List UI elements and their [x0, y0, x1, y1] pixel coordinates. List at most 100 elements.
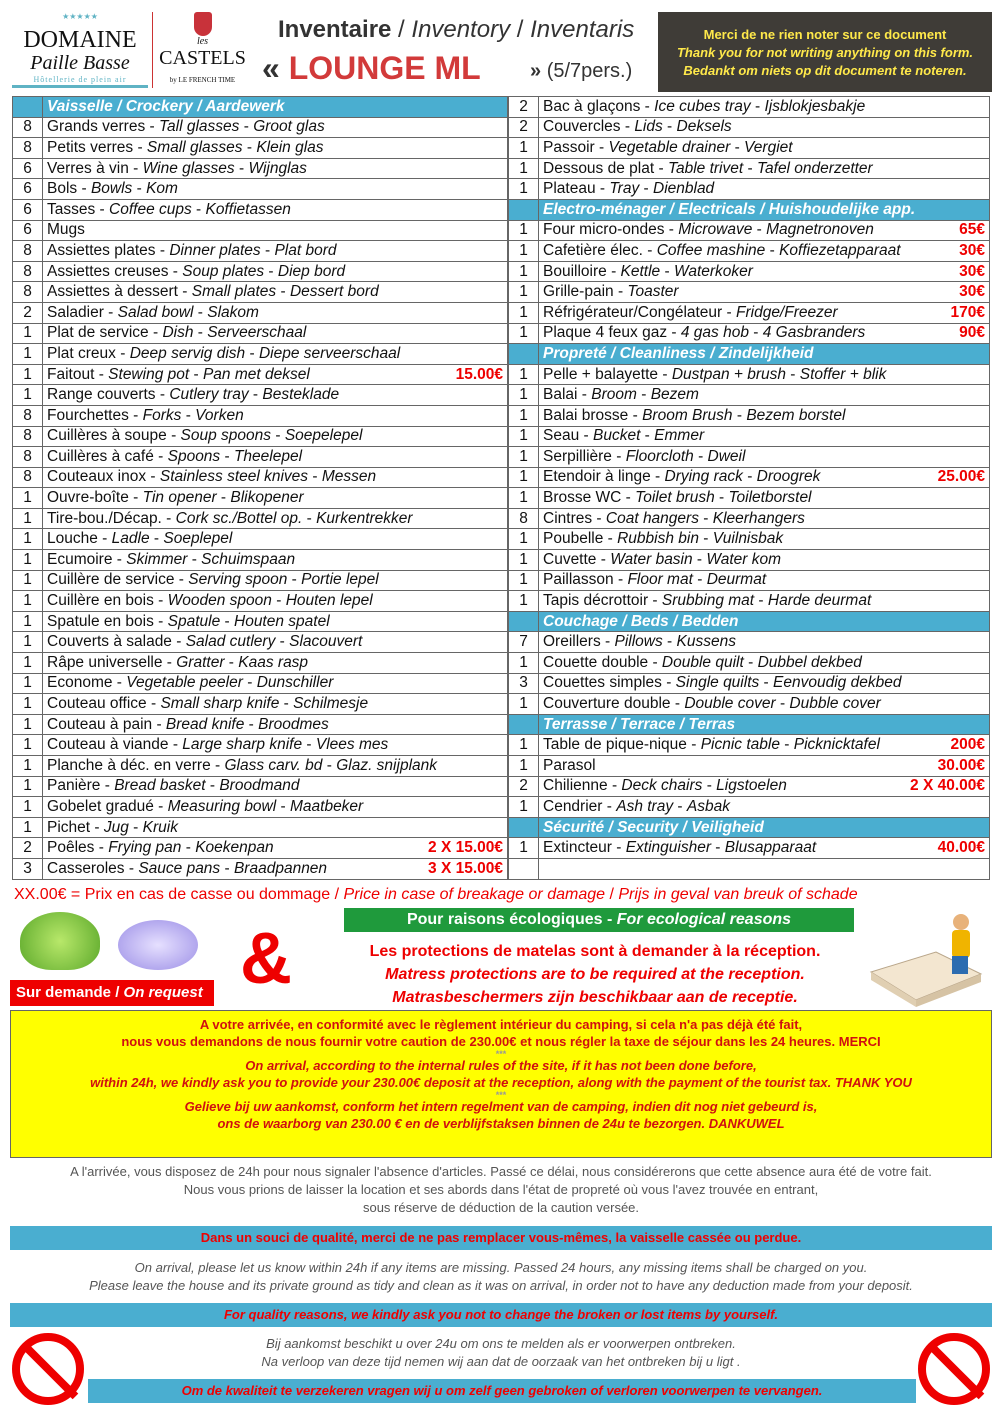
item-name-en: Measuring bowl [167, 797, 277, 815]
section-title: Electro-ménager / Electricals / Huishoud… [538, 198, 990, 221]
item-name-en: Double quilt [661, 653, 744, 671]
item-name-nl: Slakom [207, 303, 259, 321]
quantity: 1 [12, 631, 43, 654]
quantity: 1 [508, 549, 539, 571]
deposit-fr-line1: A votre arrivée, en conformité avec le r… [199, 1017, 803, 1032]
item-description: Couteau office - Small sharp knife - Sch… [42, 693, 508, 715]
item-description: Planche à déc. en verre - Glass carv. bd… [42, 755, 508, 777]
item-name-fr: Couette double [543, 653, 649, 671]
item-name-en: Broom [591, 386, 637, 404]
quantity: 1 [508, 157, 539, 180]
item-name-fr: Tasses [47, 200, 96, 218]
quantity: 1 [12, 734, 43, 756]
item-name-en: Single quilts [675, 674, 760, 692]
item-description: Couette double - Double quilt - Dubbel d… [538, 652, 990, 674]
table-row: 1 Ecumoire - Skimmer - Schuimspaan [12, 549, 508, 571]
item-name-fr: Ouvre-boîte [47, 489, 129, 507]
item-name-fr: Verres à vin [47, 159, 129, 177]
item-description: Table de pique-nique - Picnic table - Pi… [538, 734, 990, 756]
item-name-en: Dish [162, 324, 194, 342]
quantity: 6 [12, 219, 43, 242]
item-name-en: Small sharp knife [160, 695, 280, 713]
quantity: 1 [508, 301, 539, 324]
item-name-en: Glass carv. bd [224, 756, 323, 774]
item-name-fr: Chilienne [543, 777, 608, 795]
item-name-nl: Diep bord [277, 262, 346, 280]
table-row: 1 Spatule en bois - Spatule - Houten spat… [12, 610, 508, 633]
quantity: 1 [12, 610, 43, 633]
section-header-row: Terrasse / Terrace / Terras [508, 713, 990, 736]
item-name-fr: Seau [543, 427, 580, 445]
table-row: 2 Chilienne - Deck chairs - Ligstoelen 2 X… [508, 775, 990, 798]
item-name-en: Pillows [614, 633, 663, 651]
info-fr-line1: A l'arrivée, vous disposez de 24h pour n… [70, 1164, 932, 1179]
item-description: Poubelle - Rubbish bin - Vuilnisbak [538, 528, 990, 551]
item-description: Couteau à viande - Large sharp knife - V… [42, 734, 508, 756]
item-name-en: Lids [634, 118, 663, 136]
table-row: 1 Plateau - Tray - Dienblad [508, 178, 990, 200]
notice-en: Thank you for not writing anything on th… [676, 45, 974, 60]
quantity: 8 [12, 137, 43, 159]
item-description: Cuillères à café - Spoons - Theelepel [42, 446, 508, 468]
no-smoking-icon [918, 1333, 990, 1405]
section-spacer [508, 816, 539, 839]
page-title: Inventaire / Inventory / Inventaris [278, 16, 635, 43]
item-name-en: Stainless steel knives [159, 468, 309, 486]
info-fr-line3: sous réserve de déduction de la caution … [362, 1200, 640, 1215]
item-name-fr: Couteau office [47, 695, 147, 713]
item-description: Extincteur - Extinguisher - Blusapparaat… [538, 837, 990, 859]
quantity: 1 [508, 384, 539, 406]
section-spacer [508, 713, 539, 736]
item-name-en: Dustpan + brush [671, 365, 786, 383]
mattress-fr: Les protections de matelas sont à demand… [369, 943, 821, 960]
item-name-nl: Eenvoudig dekbed [773, 674, 902, 692]
quality-bar-fr: Dans un souci de qualité, merci de ne pa… [10, 1226, 992, 1250]
item-description: Cintres - Coat hangers - Kleerhangers [538, 507, 990, 530]
item-name-nl: Schilmesje [293, 695, 369, 713]
quantity: 1 [508, 404, 539, 427]
table-row: 1 Table de pique-nique - Picnic table - P… [508, 734, 990, 756]
deposit-en-line1: On arrival, according to the internal ru… [245, 1058, 757, 1073]
quantity: 1 [508, 240, 539, 262]
item-name-nl: Dubbel dekbed [757, 653, 862, 671]
table-row: 8 Assiettes creuses - Soup plates - Diep … [12, 260, 508, 283]
item-name-fr: Râpe universelle [47, 653, 163, 671]
item-name-en: Gratter [176, 653, 225, 671]
table-row: 1 Couteau office - Small sharp knife - Sc… [12, 693, 508, 715]
table-row: 1 Réfrigérateur/Congélateur - Fridge/Free… [508, 301, 990, 324]
logo-stars: ★★★★★ [62, 12, 98, 21]
table-row: 1 Gobelet gradué - Measuring bowl - Maatb… [12, 796, 508, 818]
item-name-fr: Bouilloire [543, 262, 607, 280]
table-row: 8 Petits verres - Small glasses - Klein g… [12, 137, 508, 159]
replacement-price: 40.00€ [937, 839, 985, 857]
item-name-nl: Pan met deksel [202, 365, 310, 383]
item-name-nl: Kurkentrekker [316, 509, 413, 527]
table-row [508, 857, 990, 880]
item-name-en: Water basin [610, 550, 693, 568]
item-name-fr: Couverture double [543, 695, 671, 713]
item-name-nl: Besteklade [262, 386, 340, 404]
item-name-fr: Range couverts [47, 386, 156, 404]
item-description: Chilienne - Deck chairs - Ligstoelen 2 X … [538, 775, 990, 798]
item-name-en: Ash tray [616, 797, 674, 815]
item-description: Ouvre-boîte - Tin opener - Blikopener [42, 487, 508, 509]
item-name-fr: Assiettes à dessert [47, 283, 178, 301]
item-description: Plat creux - Deep servig dish - Diepe se… [42, 343, 508, 365]
item-description: Couverts à salade - Salad cutlery - Slac… [42, 631, 508, 654]
item-description: Mugs [42, 219, 508, 242]
mattress-en: Matress protections are to be required a… [385, 966, 805, 983]
table-row: 1 Ouvre-boîte - Tin opener - Blikopener [12, 487, 508, 509]
capacity: » (5/7pers.) [530, 60, 632, 83]
eco-fr: Pour raisons écologiques [406, 911, 603, 928]
replacement-price: 2 X 40.00€ [910, 777, 985, 795]
table-row: 6 Mugs [12, 219, 508, 242]
les-castels-logo: les CASTELS by LE FRENCH TIME [152, 12, 252, 88]
item-description: Fourchettes - Forks - Vorken [42, 404, 508, 427]
table-row: 1 Brosse WC - Toilet brush - Toiletborste… [508, 487, 990, 509]
quantity: 1 [508, 137, 539, 159]
item-name-fr: Cendrier [543, 797, 603, 815]
replacement-price: 30€ [959, 283, 985, 301]
item-name-en: Small plates [191, 283, 277, 301]
item-name-en: Skimmer [126, 550, 188, 568]
table-row: 6 Bols - Bowls - Kom [12, 178, 508, 200]
